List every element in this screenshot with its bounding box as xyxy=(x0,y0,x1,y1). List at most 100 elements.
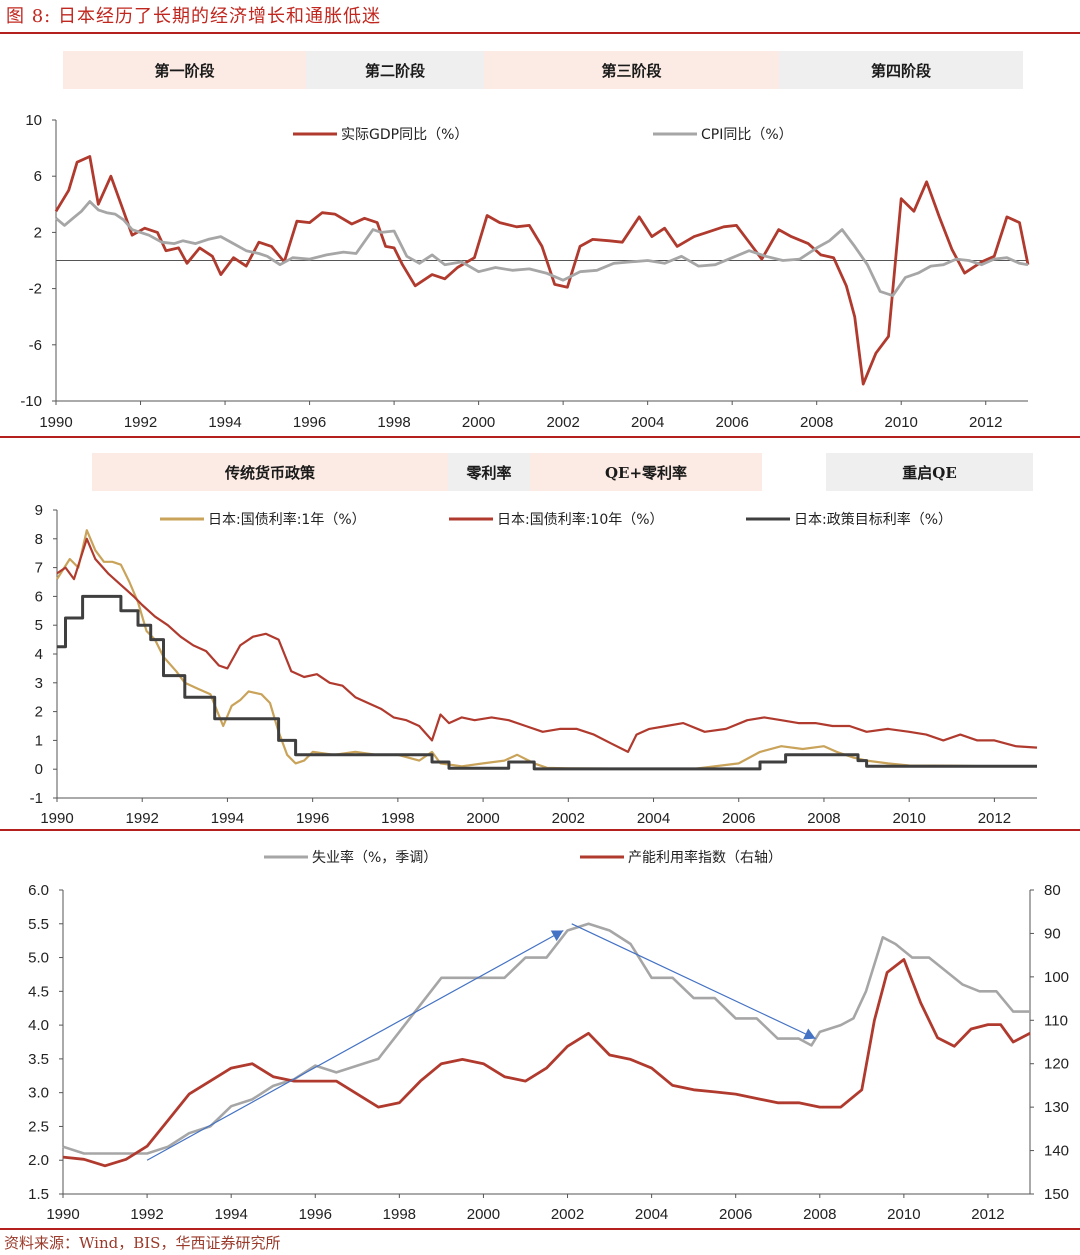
x-tick-label: 2000 xyxy=(466,810,499,827)
y-tick-label: 6 xyxy=(34,168,42,185)
x-tick-label: 2012 xyxy=(969,414,1002,431)
gdp-cpi-chart: 10 6 2 -2 -6 -10 1990 1992 1994 1996 1998 2000 2002 2… xyxy=(20,112,1030,431)
x-tick-label: 2008 xyxy=(807,810,840,827)
policy-qe-zero: QE+零利率 xyxy=(530,453,762,491)
y2-tick-label: 150 xyxy=(1044,1186,1069,1203)
stage-1: 第一阶段 xyxy=(63,51,306,89)
divider-1 xyxy=(0,436,1080,438)
y-tick-label: 6 xyxy=(35,588,43,605)
x-tick-label: 1994 xyxy=(211,810,244,827)
stage-4: 第四阶段 xyxy=(779,51,1023,89)
series-line-1 xyxy=(55,200,1029,298)
x-tick-label: 2012 xyxy=(978,810,1011,827)
series-line-1 xyxy=(62,958,1031,1168)
x-tick-label: 1998 xyxy=(377,414,410,431)
x-tick-label: 1990 xyxy=(39,414,72,431)
x-tick-label: 1996 xyxy=(296,810,329,827)
x-tick-label: 1992 xyxy=(126,810,159,827)
x-tick-label: 2004 xyxy=(631,414,664,431)
x-tick-label: 2004 xyxy=(637,810,670,827)
stage-2: 第二阶段 xyxy=(306,51,484,89)
policy-restart-qe: 重启QE xyxy=(826,453,1033,491)
legend-label-1: 日本:国债利率:10年（%） xyxy=(497,511,664,528)
legend-label-0: 实际GDP同比（%） xyxy=(341,127,468,143)
x-tick-label: 2006 xyxy=(719,1206,752,1223)
x-tick-label: 2012 xyxy=(971,1206,1004,1223)
y-tick-label: 4.5 xyxy=(28,983,49,1000)
y2-tick-label: 100 xyxy=(1044,969,1069,986)
y-tick-label: 2 xyxy=(35,704,43,721)
x-tick-label: 2008 xyxy=(803,1206,836,1223)
y-tick-label: 10 xyxy=(25,112,42,129)
y-tick-label: 1.5 xyxy=(28,1186,49,1203)
y-tick-label: -1 xyxy=(30,790,43,807)
y-tick-label: 6.0 xyxy=(28,882,49,899)
y-tick-label: 3 xyxy=(35,675,43,692)
y2-tick-label: 110 xyxy=(1044,1012,1068,1029)
x-tick-label: 2004 xyxy=(635,1206,668,1223)
x-tick-label: 2010 xyxy=(885,414,918,431)
y2-tick-label: 130 xyxy=(1044,1099,1069,1116)
y2-tick-label: 90 xyxy=(1044,925,1061,942)
trend-arrowhead-1 xyxy=(803,1028,816,1040)
y-tick-label: -2 xyxy=(29,281,42,298)
x-tick-label: 2010 xyxy=(892,810,925,827)
y-tick-label: 1 xyxy=(35,732,43,749)
policy-traditional: 传统货币政策 xyxy=(92,453,448,491)
x-tick-label: 1990 xyxy=(46,1206,79,1223)
trend-arrowhead-0 xyxy=(550,930,564,942)
y-tick-label: 8 xyxy=(35,531,43,548)
series-line-0 xyxy=(62,922,1030,1155)
series-line-1 xyxy=(56,537,1038,753)
y2-tick-label: 80 xyxy=(1044,882,1061,899)
legend-label-2: 日本:政策目标利率（%） xyxy=(794,511,952,528)
stage-3: 第三阶段 xyxy=(484,51,779,89)
divider-2 xyxy=(0,829,1080,831)
x-tick-label: 1992 xyxy=(124,414,157,431)
bottom-rule xyxy=(0,1228,1080,1230)
legend-label-1: CPI同比（%） xyxy=(701,127,793,143)
x-tick-label: 1990 xyxy=(40,810,73,827)
series-line-0 xyxy=(54,155,1030,386)
x-tick-label: 2000 xyxy=(462,414,495,431)
x-tick-label: 1996 xyxy=(293,414,326,431)
y2-tick-label: 140 xyxy=(1044,1143,1069,1160)
y-tick-label: -10 xyxy=(20,393,42,410)
y-tick-label: 7 xyxy=(35,560,43,577)
source-note: 资料来源：Wind，BIS，华西证券研究所 xyxy=(4,1234,281,1252)
x-tick-label: 2002 xyxy=(552,810,585,827)
x-tick-label: 2000 xyxy=(467,1206,500,1223)
y2-tick-label: 120 xyxy=(1044,1056,1069,1073)
x-tick-label: 1994 xyxy=(214,1206,247,1223)
x-tick-label: 1996 xyxy=(299,1206,332,1223)
figure-title: 图 8: 日本经历了长期的经济增长和通胀低迷 xyxy=(6,6,381,27)
x-tick-label: 2010 xyxy=(887,1206,920,1223)
top-rule xyxy=(0,32,1080,34)
y-tick-label: 4 xyxy=(35,646,43,663)
unemployment-capacity-chart: 6.0 5.5 5.0 4.5 4.0 3.5 3.0 2.5 2.0 1.5 80 90 100 110… xyxy=(28,849,1069,1223)
y-tick-label: 2.5 xyxy=(28,1118,49,1135)
y-tick-label: 0 xyxy=(35,761,43,778)
trend-line-0 xyxy=(146,930,564,1161)
y-tick-label: 2 xyxy=(34,224,42,241)
x-tick-label: 2006 xyxy=(722,810,755,827)
y-tick-label: 3.5 xyxy=(28,1051,49,1068)
legend-label-0: 失业率（%，季调） xyxy=(312,849,437,866)
x-tick-label: 1998 xyxy=(383,1206,416,1223)
x-tick-label: 2002 xyxy=(551,1206,584,1223)
trend-line-1 xyxy=(571,923,816,1040)
x-tick-label: 1992 xyxy=(130,1206,163,1223)
policy-zero-rate: 零利率 xyxy=(448,453,530,491)
x-tick-label: 1994 xyxy=(208,414,241,431)
x-tick-label: 2008 xyxy=(800,414,833,431)
y-tick-label: 5.5 xyxy=(28,916,49,933)
y-tick-label: 9 xyxy=(35,502,43,519)
y-tick-label: 5 xyxy=(35,617,43,634)
x-tick-label: 2002 xyxy=(546,414,579,431)
legend-label-1: 产能利用率指数（右轴） xyxy=(628,849,782,866)
legend-label-0: 日本:国债利率:1年（%） xyxy=(208,511,366,528)
y-tick-label: 3.0 xyxy=(28,1085,49,1102)
x-tick-label: 2006 xyxy=(715,414,748,431)
y-tick-label: 2.0 xyxy=(28,1152,49,1169)
series-line-2 xyxy=(57,594,1037,771)
